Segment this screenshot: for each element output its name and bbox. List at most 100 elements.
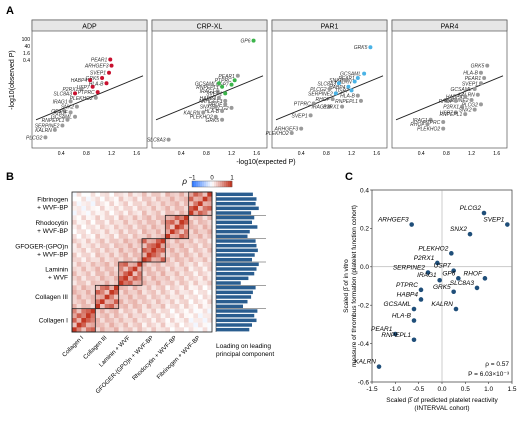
heatmap-cell xyxy=(104,304,110,309)
heatmap-cell xyxy=(170,294,175,300)
facet-strip xyxy=(151,19,268,32)
qq-point xyxy=(453,110,458,115)
heatmap-cell xyxy=(188,234,194,239)
heatmap-cell xyxy=(207,243,213,249)
heatmap-cell xyxy=(128,313,133,319)
qq-point-label: SLC8A3 xyxy=(147,138,166,144)
heatmap-cell xyxy=(184,210,189,216)
heatmap-cell xyxy=(142,271,147,277)
expected-line xyxy=(395,75,504,121)
heatmap-cell xyxy=(170,210,175,216)
heatmap-cell xyxy=(146,234,152,239)
heatmap-cell xyxy=(174,276,180,281)
scatter-point xyxy=(411,306,417,312)
heatmap-cell xyxy=(132,262,138,267)
heatmap-cell xyxy=(81,313,87,319)
heatmap-cell xyxy=(81,322,87,328)
heatmap-cell xyxy=(160,262,166,267)
loading-bar xyxy=(216,239,256,243)
heatmap-cell xyxy=(104,322,110,328)
heatmap-cell xyxy=(207,294,213,300)
heatmap-cell xyxy=(81,276,87,281)
heatmap-cell xyxy=(193,262,199,267)
heatmap-cell xyxy=(72,220,77,225)
heatmap-cell xyxy=(118,248,124,253)
heatmap-cell xyxy=(109,318,115,323)
heatmap-cell xyxy=(142,201,147,207)
heatmap-cell xyxy=(184,304,189,309)
heatmap-cell xyxy=(137,308,143,314)
heatmap-cell xyxy=(109,215,115,221)
heatmap-cell xyxy=(76,313,82,319)
heatmap-cell xyxy=(202,322,208,328)
heatmap-cell xyxy=(174,280,180,286)
heatmap-cell xyxy=(198,257,203,263)
heatmap-cell xyxy=(156,266,161,272)
heatmap-cell xyxy=(109,192,115,197)
heatmap-cell xyxy=(86,276,91,281)
heatmap-cell xyxy=(188,271,194,277)
heatmap-cell xyxy=(207,327,213,333)
heatmap-cell xyxy=(198,294,203,300)
heatmap-cell xyxy=(188,285,194,291)
heatmap-cell xyxy=(128,210,133,216)
heatmap-cell xyxy=(202,294,208,300)
heatmap-cell xyxy=(137,192,143,197)
loading-bar xyxy=(216,229,250,234)
heatmap-cell xyxy=(81,196,87,202)
scatter-point xyxy=(451,289,456,295)
scatter-point-label: HABP4 xyxy=(397,291,419,298)
qq-point-label: GCSAML xyxy=(51,115,72,121)
heatmap-cell xyxy=(114,215,119,221)
loading-bar xyxy=(216,220,252,225)
heatmap-cell xyxy=(165,304,171,309)
heatmap-cell xyxy=(109,201,115,207)
heatmap-cell xyxy=(137,234,143,239)
heatmap-cell xyxy=(132,276,138,281)
heatmap-cell xyxy=(100,308,105,314)
scatter-point-label: SLC8A3 xyxy=(450,280,475,287)
heatmap-cell xyxy=(118,229,124,235)
heatmap-cell xyxy=(179,276,185,281)
heatmap-cell xyxy=(137,206,143,211)
heatmap-cell xyxy=(104,196,110,202)
legend-swatch xyxy=(218,181,221,187)
heatmap-cell xyxy=(72,215,77,221)
qq-point-label: PLCG2 xyxy=(26,135,43,141)
scatter-point-label: SVEP1 xyxy=(483,217,504,224)
heatmap-cell xyxy=(104,243,110,249)
qq-point-label: SLC8A3 xyxy=(317,81,336,87)
facet-title: PAR1 xyxy=(321,24,339,31)
heatmap-cell xyxy=(128,294,133,300)
heatmap-cell xyxy=(188,322,194,328)
heatmap-cell xyxy=(86,294,91,300)
heatmap-cell xyxy=(146,248,152,253)
qq-point-label: USP7 xyxy=(77,85,90,91)
heatmap-cell xyxy=(137,229,143,235)
qq-point-label: RNPEPL1 xyxy=(42,118,65,124)
loading-bar xyxy=(216,313,255,318)
heatmap-cell xyxy=(165,210,171,216)
legend-swatch xyxy=(206,181,209,187)
heatmap-cell xyxy=(81,238,87,244)
heatmap-cell xyxy=(146,304,152,309)
heatmap-cell xyxy=(95,215,101,221)
heatmap-cell xyxy=(179,285,185,291)
heatmap-cell xyxy=(114,266,119,272)
heatmap-cell xyxy=(179,266,185,272)
heatmap-cell xyxy=(146,257,152,263)
qq-point xyxy=(289,131,294,135)
qq-point xyxy=(340,104,345,109)
heatmap-cell xyxy=(109,327,115,333)
qq-point-label: HLA-B xyxy=(340,94,355,100)
heatmap-cell xyxy=(142,220,147,225)
scatter-point-label: RNPEPL1 xyxy=(381,332,411,339)
qq-point-label: RHOF xyxy=(410,122,425,128)
heatmap-cell xyxy=(184,318,189,323)
qq-point xyxy=(485,63,490,68)
x-tick-label: -1.5 xyxy=(366,386,378,393)
heatmap-cell xyxy=(174,322,180,328)
heatmap-cell xyxy=(142,313,147,319)
heatmap-cell xyxy=(156,327,161,333)
heatmap-cell xyxy=(151,304,157,309)
